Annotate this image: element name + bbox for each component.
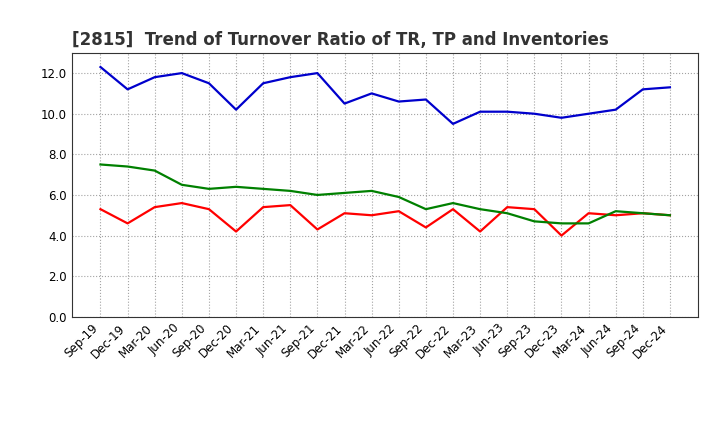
Trade Receivables: [286, 202, 294, 208]
Trade Receivables: [503, 205, 511, 210]
Inventories: [96, 162, 105, 167]
Trade Payables: [259, 81, 268, 86]
Inventories: [232, 184, 240, 190]
Trade Receivables: [232, 229, 240, 234]
Trade Receivables: [395, 209, 403, 214]
Trade Receivables: [584, 211, 593, 216]
Trade Payables: [665, 84, 674, 90]
Trade Receivables: [178, 201, 186, 206]
Inventories: [665, 213, 674, 218]
Trade Payables: [639, 87, 647, 92]
Line: Trade Receivables: Trade Receivables: [101, 203, 670, 235]
Inventories: [259, 186, 268, 191]
Trade Receivables: [150, 205, 159, 210]
Inventories: [421, 206, 430, 212]
Trade Payables: [395, 99, 403, 104]
Trade Receivables: [341, 211, 349, 216]
Text: [2815]  Trend of Turnover Ratio of TR, TP and Inventories: [2815] Trend of Turnover Ratio of TR, TP…: [72, 31, 608, 49]
Inventories: [150, 168, 159, 173]
Trade Receivables: [557, 233, 566, 238]
Trade Receivables: [259, 205, 268, 210]
Trade Receivables: [665, 213, 674, 218]
Trade Payables: [449, 121, 457, 127]
Trade Payables: [476, 109, 485, 114]
Inventories: [123, 164, 132, 169]
Trade Receivables: [530, 206, 539, 212]
Inventories: [584, 221, 593, 226]
Inventories: [367, 188, 376, 194]
Inventories: [286, 188, 294, 194]
Trade Receivables: [449, 206, 457, 212]
Trade Receivables: [313, 227, 322, 232]
Inventories: [639, 211, 647, 216]
Inventories: [341, 190, 349, 195]
Trade Receivables: [96, 206, 105, 212]
Trade Receivables: [639, 211, 647, 216]
Trade Receivables: [204, 206, 213, 212]
Trade Payables: [557, 115, 566, 121]
Trade Payables: [611, 107, 620, 112]
Trade Payables: [96, 64, 105, 70]
Inventories: [611, 209, 620, 214]
Trade Payables: [286, 74, 294, 80]
Inventories: [503, 211, 511, 216]
Trade Payables: [584, 111, 593, 116]
Inventories: [530, 219, 539, 224]
Line: Trade Payables: Trade Payables: [101, 67, 670, 124]
Trade Payables: [204, 81, 213, 86]
Inventories: [557, 221, 566, 226]
Trade Payables: [341, 101, 349, 106]
Inventories: [449, 201, 457, 206]
Inventories: [204, 186, 213, 191]
Inventories: [313, 192, 322, 198]
Trade Payables: [530, 111, 539, 116]
Inventories: [476, 206, 485, 212]
Trade Payables: [421, 97, 430, 102]
Trade Payables: [178, 70, 186, 76]
Trade Receivables: [476, 229, 485, 234]
Trade Receivables: [123, 221, 132, 226]
Trade Receivables: [367, 213, 376, 218]
Trade Receivables: [421, 225, 430, 230]
Trade Receivables: [611, 213, 620, 218]
Inventories: [395, 194, 403, 200]
Trade Payables: [503, 109, 511, 114]
Trade Payables: [123, 87, 132, 92]
Trade Payables: [232, 107, 240, 112]
Line: Inventories: Inventories: [101, 165, 670, 224]
Trade Payables: [313, 70, 322, 76]
Trade Payables: [367, 91, 376, 96]
Trade Payables: [150, 74, 159, 80]
Inventories: [178, 182, 186, 187]
